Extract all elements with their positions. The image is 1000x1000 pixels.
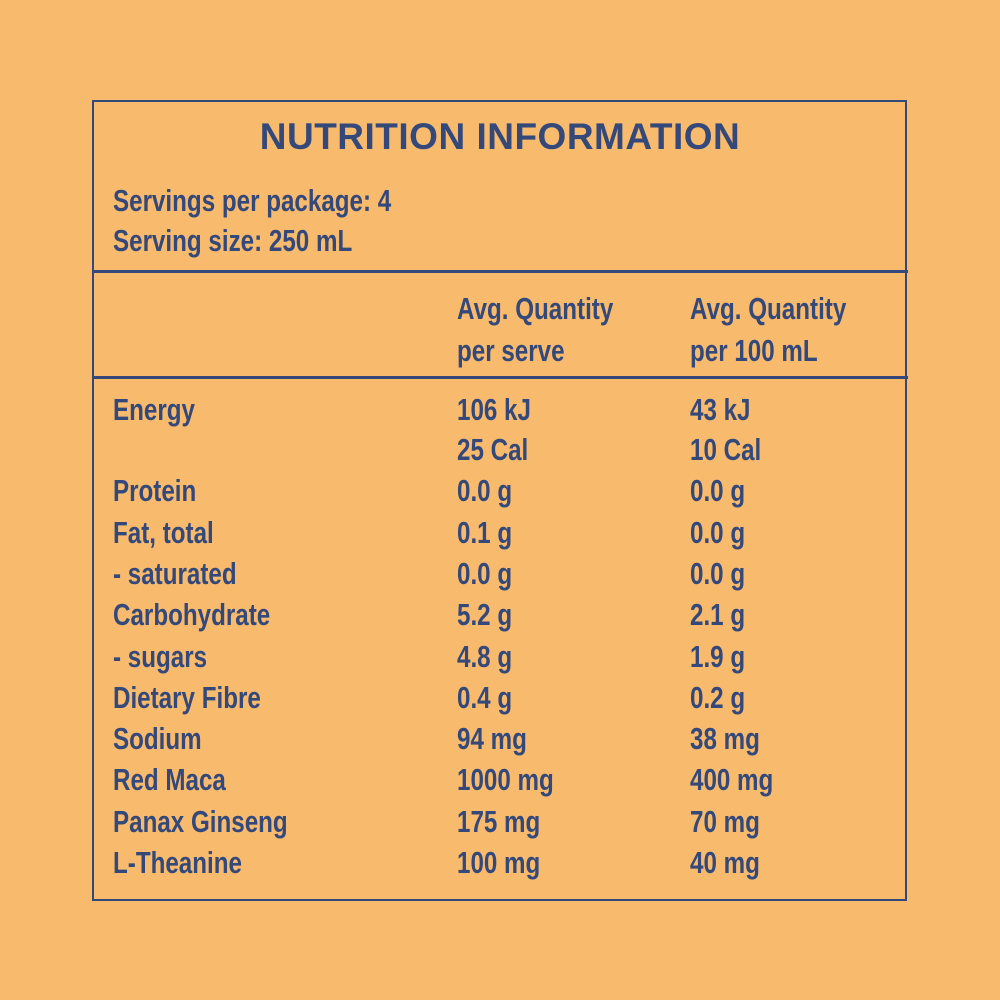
nutrient-name: Panax Ginseng <box>113 803 288 839</box>
nutrient-name: Fat, total <box>113 514 214 550</box>
nutrient-value: 0.4 g <box>457 679 513 715</box>
nutrient-value: 0.0 g <box>690 555 746 591</box>
column-header: Avg. Quantity <box>690 291 847 326</box>
nutrient-name: Sodium <box>113 721 202 757</box>
nutrient-value: 400 mg <box>690 762 774 798</box>
nutrient-name: L-Theanine <box>113 845 242 880</box>
nutrient-value: 106 kJ <box>457 392 531 427</box>
nutrient-value: 4.8 g <box>457 638 513 674</box>
nutrient-value: 70 mg <box>690 803 760 839</box>
nutrient-value: 0.1 g <box>457 514 513 550</box>
nutrient-value: 0.0 g <box>690 514 746 550</box>
nutrient-name: Energy <box>113 392 195 427</box>
nutrient-value: 25 Cal <box>457 432 529 467</box>
nutrient-value: 2.1 g <box>690 597 746 633</box>
nutrient-value: 0.0 g <box>457 555 513 591</box>
label-border <box>92 100 907 901</box>
column-header: Avg. Quantity <box>457 291 614 326</box>
nutrient-value: 1.9 g <box>690 638 746 674</box>
divider <box>92 270 908 273</box>
nutrient-value: 40 mg <box>690 845 760 880</box>
nutrient-name: - saturated <box>113 555 237 591</box>
title: NUTRITION INFORMATION <box>259 116 741 157</box>
nutrient-value: 100 mg <box>457 845 541 880</box>
divider <box>92 376 908 379</box>
nutrient-value: 43 kJ <box>690 392 751 427</box>
nutrient-value: 0.0 g <box>690 473 746 509</box>
nutrient-value: 94 mg <box>457 721 527 757</box>
nutrient-name: Protein <box>113 473 197 509</box>
nutrient-name: - sugars <box>113 638 208 674</box>
nutrient-value: 1000 mg <box>457 762 554 798</box>
serving-info: Servings per package: 4 <box>113 183 392 218</box>
nutrient-value: 0.0 g <box>457 473 513 509</box>
nutrient-value: 5.2 g <box>457 597 513 633</box>
column-header: per serve <box>457 333 565 368</box>
column-header: per 100 mL <box>690 333 818 368</box>
nutrient-name: Carbohydrate <box>113 597 271 633</box>
nutrient-name: Dietary Fibre <box>113 679 261 715</box>
nutrient-value: 0.2 g <box>690 679 746 715</box>
serving-info: Serving size: 250 mL <box>113 223 353 258</box>
nutrient-value: 10 Cal <box>690 432 762 467</box>
nutrient-name: Red Maca <box>113 762 226 798</box>
nutrient-value: 38 mg <box>690 721 760 757</box>
nutrient-value: 175 mg <box>457 803 541 839</box>
